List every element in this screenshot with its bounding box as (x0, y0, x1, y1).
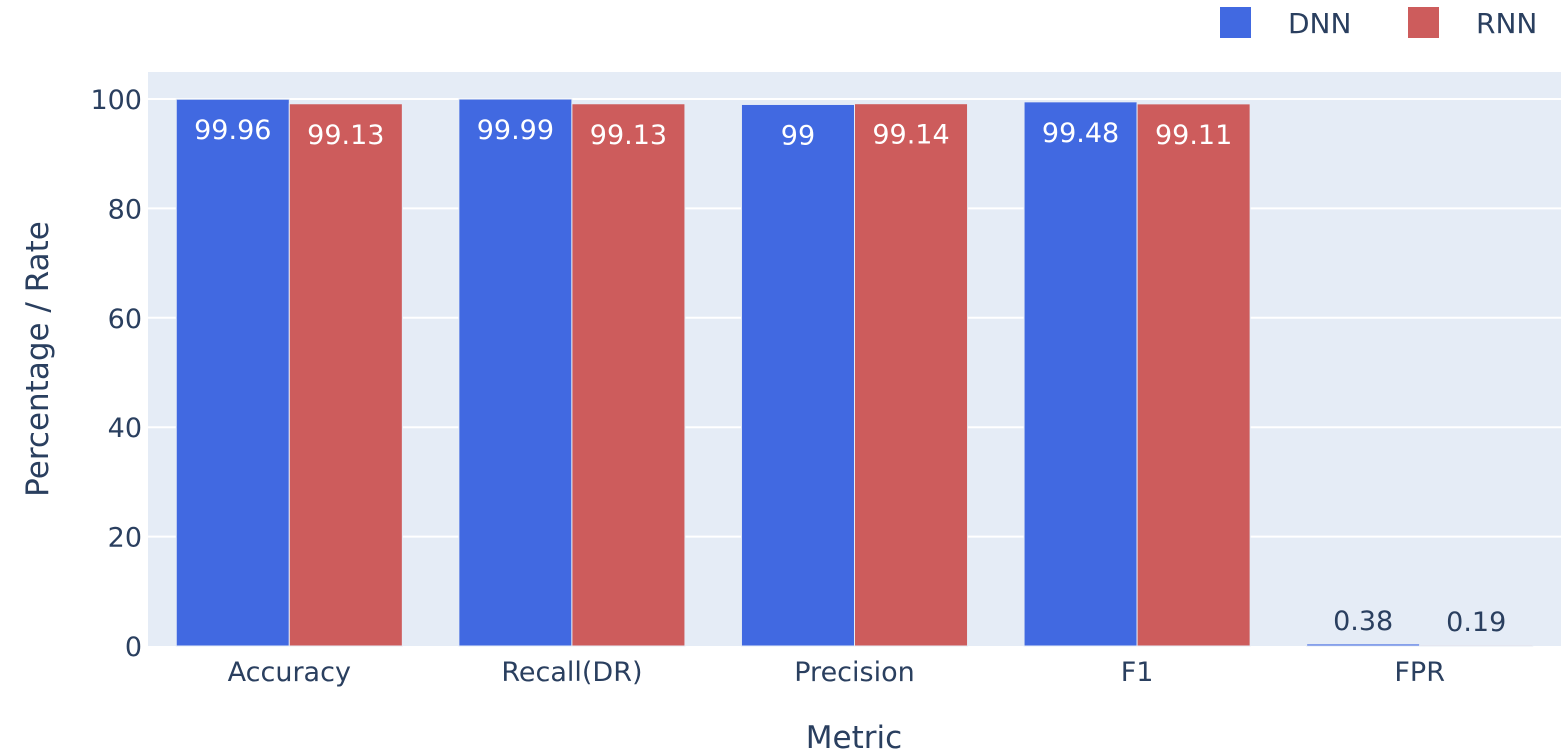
y-tick-label: 80 (108, 194, 142, 225)
legend-label: RNN (1476, 7, 1537, 40)
bar-label: 99.48 (1042, 118, 1119, 149)
bar-rnn-2 (854, 103, 969, 647)
bar-rnn-1 (571, 103, 686, 647)
x-tick-labels: Accuracy Recall(DR) Precision F1 FPR (228, 657, 1445, 688)
x-axis-title: Metric (806, 720, 902, 756)
y-tick-labels: 0 20 40 60 80 100 (90, 85, 142, 663)
bar-dnn-4 (1306, 643, 1421, 647)
bar-dnn-2 (740, 103, 856, 647)
x-tick-label: FPR (1394, 657, 1445, 688)
y-tick-label: 20 (108, 523, 142, 554)
legend: DNN RNN (1220, 7, 1537, 40)
y-tick-label: 100 (90, 85, 142, 116)
y-tick-label: 60 (108, 304, 142, 335)
bar-rnn-0 (288, 103, 403, 647)
bar-label: 99 (781, 120, 815, 151)
x-tick-label: Accuracy (228, 657, 351, 688)
bar-label: 99.11 (1155, 120, 1232, 151)
legend-swatch-rnn (1408, 7, 1439, 38)
y-tick-label: 40 (108, 413, 142, 444)
bar-label: 99.99 (477, 115, 554, 146)
legend-label: DNN (1288, 7, 1351, 40)
bar-dnn-0 (175, 98, 290, 647)
bar-label: 0.38 (1333, 606, 1393, 637)
y-tick-label: 0 (125, 632, 142, 663)
y-axis-title: Percentage / Rate (20, 221, 56, 497)
bars (175, 98, 1534, 647)
x-tick-label: Recall(DR) (501, 657, 642, 688)
x-tick-label: Precision (794, 657, 914, 688)
bar-dnn-3 (1023, 101, 1138, 647)
bar-rnn-4 (1419, 644, 1534, 647)
bar-labels: 99.96 99.13 99.99 99.13 99 99.14 99.48 99.11 0.3… (194, 115, 1506, 638)
bar-label: 99.13 (307, 120, 384, 151)
legend-swatch-dnn (1220, 7, 1251, 38)
bar-dnn-1 (458, 98, 573, 647)
bar-label: 99.96 (194, 115, 271, 146)
bar-rnn-3 (1136, 103, 1251, 647)
bar-label: 99.13 (590, 120, 667, 151)
bar-label: 0.19 (1446, 607, 1506, 638)
bar-label: 99.14 (872, 120, 949, 151)
x-tick-label: F1 (1121, 657, 1154, 688)
